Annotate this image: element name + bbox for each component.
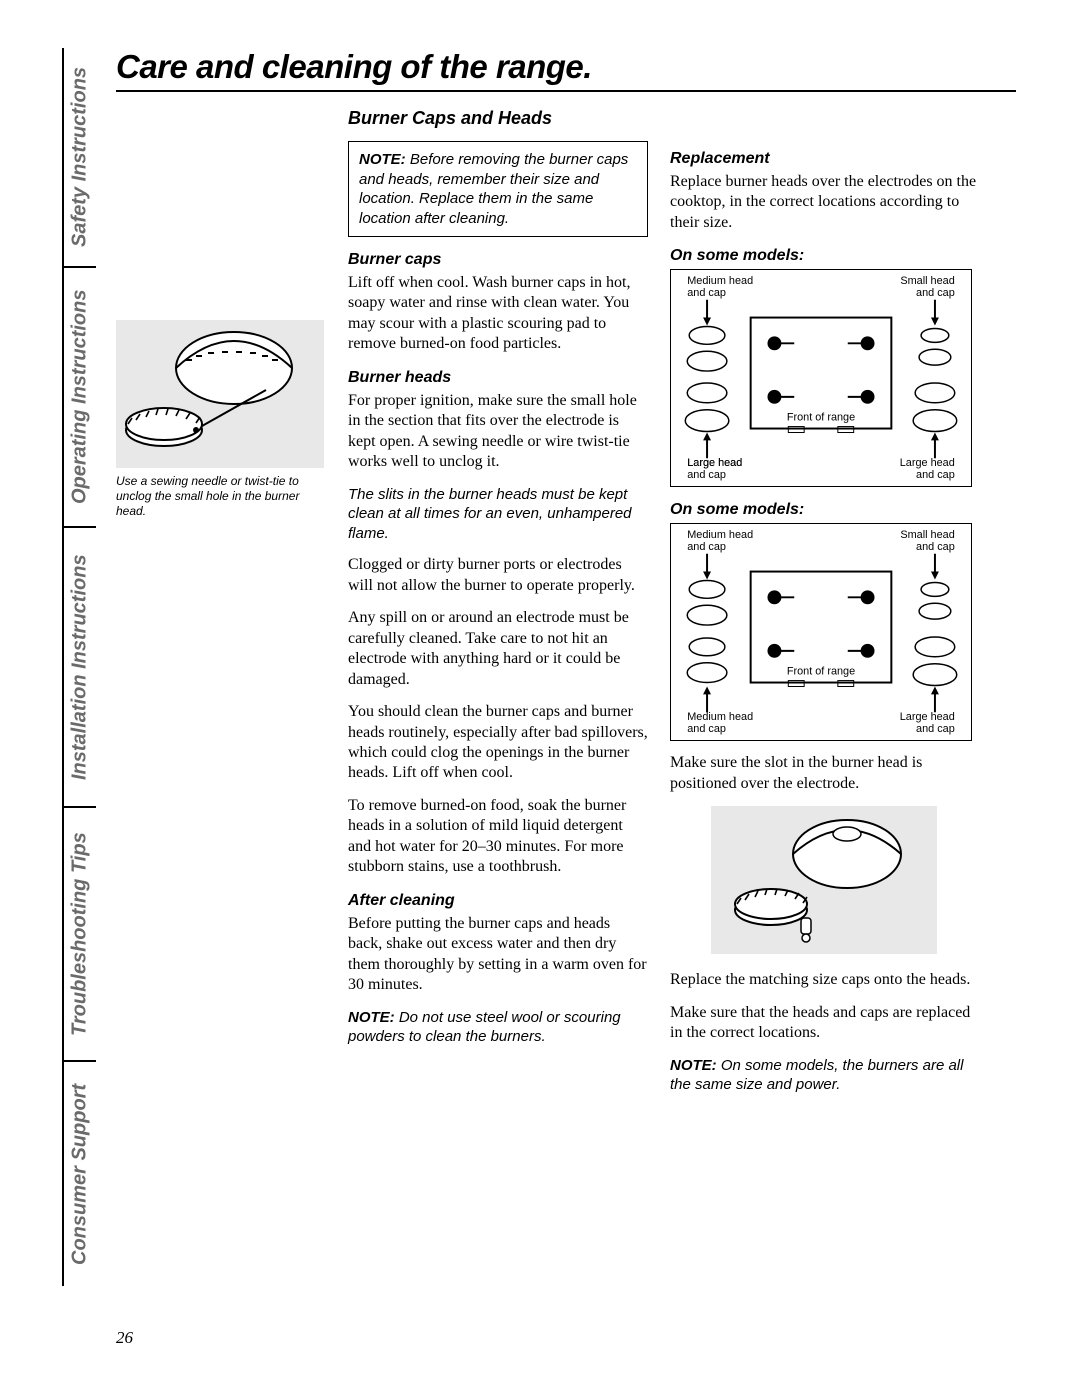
body-text: You should clean the burner caps and bur… — [348, 702, 648, 784]
note-box: NOTE: Before removing the burner caps an… — [348, 141, 648, 237]
tab-troubleshooting[interactable]: Troubleshooting Tips — [62, 808, 96, 1060]
column-right: Replacement Replace burner heads over th… — [670, 108, 978, 1107]
subhead-burner-caps: Burner caps — [348, 251, 648, 269]
svg-text:Large headand cap: Large headand cap — [900, 458, 955, 482]
body-text: For proper ignition, make sure the small… — [348, 391, 648, 473]
tab-consumer-support[interactable]: Consumer Support — [62, 1062, 96, 1286]
figure-burner-head — [116, 320, 324, 468]
note-label: NOTE: — [359, 151, 406, 168]
tab-label: Installation Instructions — [69, 554, 92, 780]
tab-operating[interactable]: Operating Instructions — [62, 268, 96, 526]
body-text: Clogged or dirty burner ports or electro… — [348, 555, 648, 596]
italic-note: The slits in the burner heads must be ke… — [348, 485, 648, 544]
cooktop-diagram-2: Medium headand cap Small headand cap Med… — [670, 523, 972, 741]
burner-head-illustration-icon — [116, 320, 324, 468]
svg-text:Large headand cap: Large headand cap — [687, 458, 742, 482]
column-middle: Burner Caps and Heads NOTE: Before remov… — [348, 108, 648, 1107]
svg-text:Large headand cap: Large headand cap — [900, 712, 955, 736]
label-tr: Small headand cap — [900, 275, 954, 299]
note-label: NOTE: — [670, 1057, 717, 1074]
content-area: Care and cleaning of the range. — [116, 48, 1016, 1107]
label-tl: Medium headand cap — [687, 275, 753, 299]
page-title: Care and cleaning of the range. — [116, 48, 1016, 86]
subhead-on-some-models-1: On some models: — [670, 247, 978, 265]
tab-label: Troubleshooting Tips — [69, 832, 92, 1036]
column-left: Use a sewing needle or twist-tie to uncl… — [116, 108, 326, 1107]
subhead-on-some-models-2: On some models: — [670, 501, 978, 519]
tab-label: Safety Instructions — [69, 67, 92, 247]
figure-caption: Use a sewing needle or twist-tie to uncl… — [116, 474, 316, 519]
tab-label: Consumer Support — [69, 1083, 92, 1264]
burner-slot-illustration-icon — [711, 806, 937, 954]
tab-safety[interactable]: Safety Instructions — [62, 48, 96, 266]
tab-label: Operating Instructions — [69, 290, 92, 504]
italic-note: NOTE: On some models, the burners are al… — [670, 1056, 978, 1095]
body-text: Make sure the slot in the burner head is… — [670, 753, 978, 794]
body-text: To remove burned-on food, soak the burne… — [348, 796, 648, 878]
svg-text:Medium headand cap: Medium headand cap — [687, 529, 753, 553]
body-text: Make sure that the heads and caps are re… — [670, 1003, 978, 1044]
body-text: Replace burner heads over the electrodes… — [670, 172, 978, 233]
body-text: Any spill on or around an electrode must… — [348, 608, 648, 690]
body-text: Replace the matching size caps onto the … — [670, 970, 978, 990]
subhead-burner-heads: Burner heads — [348, 369, 648, 387]
subhead-replacement: Replacement — [670, 150, 978, 168]
tab-installation[interactable]: Installation Instructions — [62, 528, 96, 806]
title-rule — [116, 90, 1016, 92]
body-text: Lift off when cool. Wash burner caps in … — [348, 273, 648, 355]
section-header: Burner Caps and Heads — [348, 108, 648, 129]
body-text: Before putting the burner caps and heads… — [348, 914, 648, 996]
svg-text:Medium headand cap: Medium headand cap — [687, 712, 753, 736]
cooktop-diagram-1: Medium headand cap Small headand cap Lar… — [670, 269, 972, 487]
page-number: 26 — [116, 1328, 133, 1348]
subhead-after-cleaning: After cleaning — [348, 892, 648, 910]
svg-text:Front of range: Front of range — [787, 666, 855, 678]
note-label: NOTE: — [348, 1009, 395, 1026]
sidebar-tabs: Safety Instructions Operating Instructio… — [62, 48, 96, 1288]
svg-text:Small headand cap: Small headand cap — [900, 529, 954, 553]
svg-text:Front of range: Front of range — [787, 412, 855, 424]
figure-burner-slot — [711, 806, 937, 954]
italic-note: NOTE: Do not use steel wool or scouring … — [348, 1008, 648, 1047]
